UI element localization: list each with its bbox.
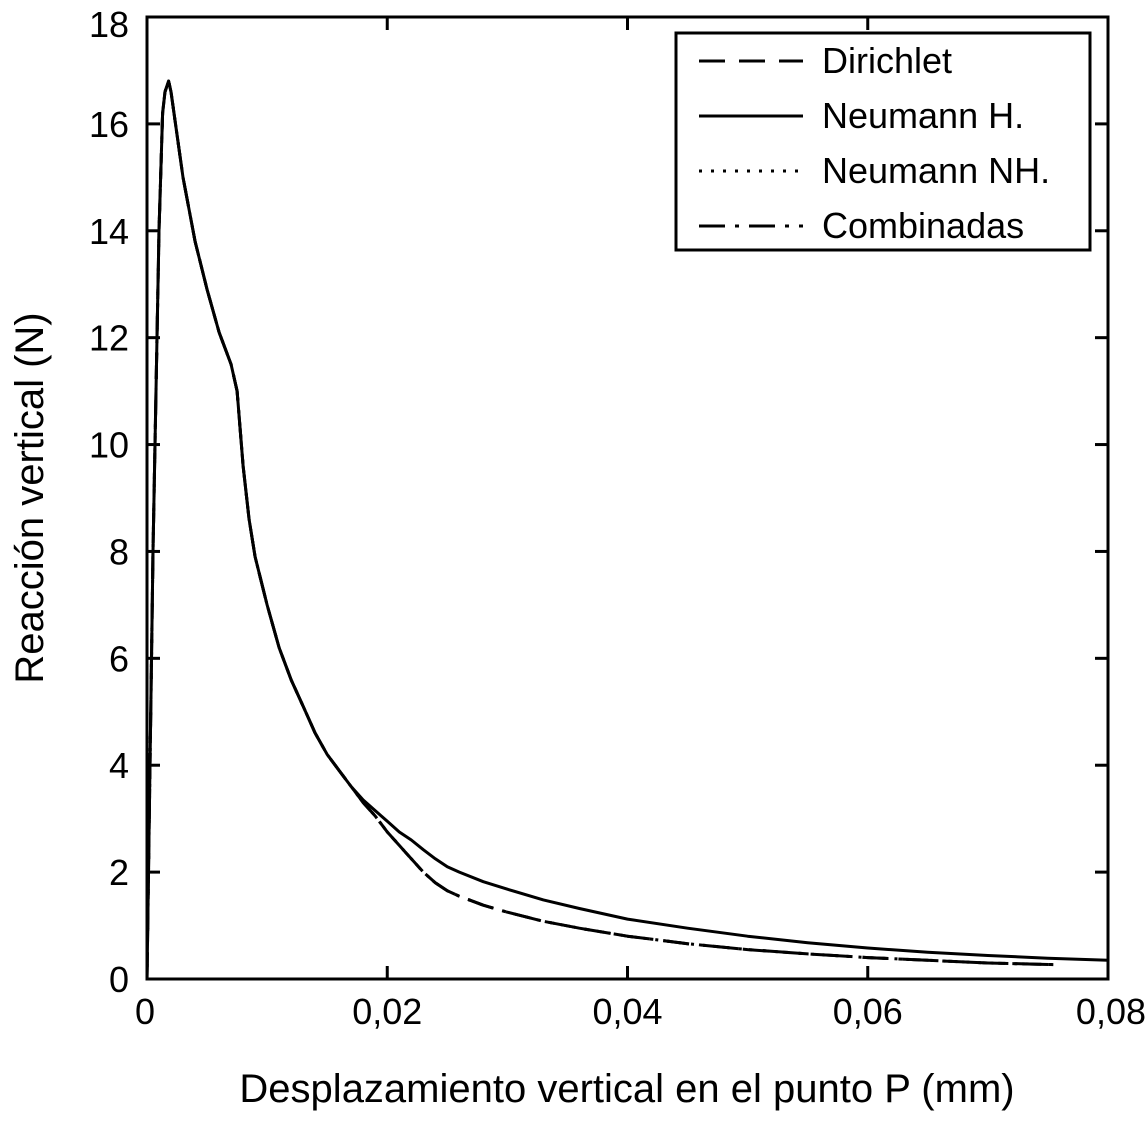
plot-frame bbox=[145, 15, 1110, 981]
x-tick-label: 0 bbox=[135, 991, 155, 1032]
y-tick-label: 2 bbox=[109, 852, 129, 893]
legend-label-1: Dirichlet bbox=[822, 40, 952, 81]
y-tick-label: 14 bbox=[89, 211, 129, 252]
series-layer bbox=[145, 79, 1109, 980]
y-tick-label: 6 bbox=[109, 638, 129, 679]
x-tick-label: 0,06 bbox=[833, 991, 903, 1032]
x-tick-label: 0,08 bbox=[1076, 991, 1146, 1032]
y-tick-label: 12 bbox=[89, 318, 129, 359]
y-tick-label: 8 bbox=[109, 531, 129, 572]
legend-box bbox=[674, 31, 1092, 252]
x-tick-label: 0,02 bbox=[352, 991, 422, 1032]
legend-label-4: Combinadas bbox=[822, 205, 1024, 246]
legend: Dirichlet Neumann H. Neumann NH. Combinadas bbox=[674, 31, 1092, 252]
legend-entries: Dirichlet Neumann H. Neumann NH. Combinadas bbox=[699, 40, 1050, 246]
y-axis-title: Reacción vertical (N) bbox=[8, 312, 52, 683]
legend-label-3: Neumann NH. bbox=[822, 150, 1050, 191]
y-tick-label: 16 bbox=[89, 104, 129, 145]
series-line-4 bbox=[145, 79, 1054, 980]
tick-layer: 0 0,02 0,04 0,06 0,08 0 2 4 6 8 10 12 14 16 18 bbox=[89, 4, 1146, 1032]
x-tick-label: 0,04 bbox=[592, 991, 662, 1032]
y-tick-label: 0 bbox=[109, 959, 129, 1000]
y-tick-label: 10 bbox=[89, 425, 129, 466]
x-axis-title: Desplazamiento vertical en el punto P (m… bbox=[239, 1067, 1014, 1111]
y-tick-label: 4 bbox=[109, 745, 129, 786]
legend-label-2: Neumann H. bbox=[822, 95, 1024, 136]
y-tick-label: 18 bbox=[89, 4, 129, 45]
